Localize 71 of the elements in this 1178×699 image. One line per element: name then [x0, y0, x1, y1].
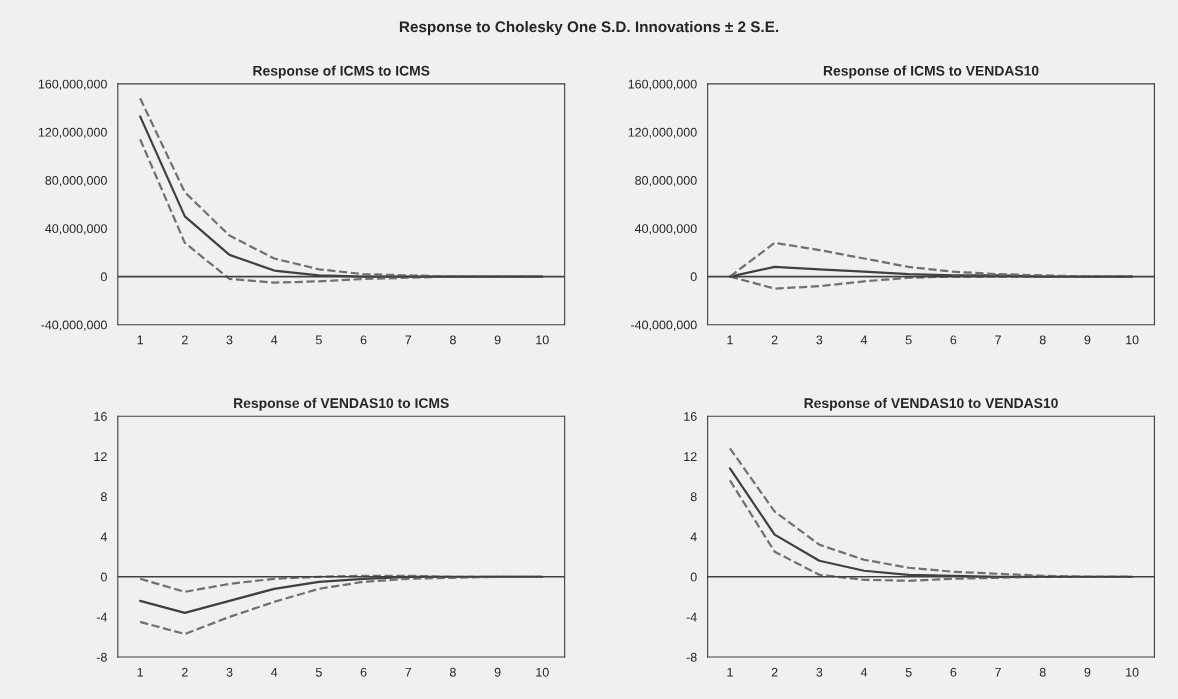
chart-title: Response of ICMS to ICMS	[253, 65, 430, 79]
x-tick-label: 2	[181, 667, 188, 677]
chart-title: Response of VENDAS10 to VENDAS10	[804, 397, 1058, 411]
chart-title: Response of ICMS to VENDAS10	[823, 65, 1039, 79]
text: Response to Cholesky One S.D. Innovations ± 2 S.E.	[399, 20, 779, 36]
y-tick-label: 120,000,000	[38, 127, 107, 139]
x-tick-label: 5	[315, 335, 322, 345]
x-tick-label: 4	[860, 667, 868, 677]
x-tick-label: 5	[905, 335, 912, 345]
x-tick-label: 3	[226, 335, 233, 345]
x-tick-label: 9	[1084, 335, 1091, 345]
x-tick-label: 8	[449, 667, 456, 677]
x-tick-label: 9	[1084, 667, 1091, 677]
x-tick-label: 4	[271, 667, 278, 677]
x-tick-label: 4	[860, 335, 868, 345]
y-tick-label: -4	[686, 612, 697, 622]
x-tick-label: 7	[995, 667, 1001, 677]
x-tick-label: 2	[771, 335, 778, 345]
x-tick-label: 1	[137, 667, 144, 677]
y-tick-label: 8	[100, 492, 107, 502]
x-tick-label: 6	[950, 335, 957, 345]
y-tick-label: -8	[96, 652, 107, 662]
y-tick-label: 40,000,000	[634, 224, 697, 235]
y-tick-label: 4	[100, 532, 108, 542]
x-tick-label: 2	[771, 667, 778, 677]
y-tick-label: -8	[686, 652, 697, 662]
x-tick-label: 8	[449, 335, 456, 345]
x-tick-label: 10	[536, 335, 549, 345]
x-tick-label: 8	[1039, 667, 1046, 677]
y-tick-label: 16	[684, 412, 697, 421]
x-tick-label: 10	[1126, 335, 1139, 345]
y-tick-label: 0	[690, 272, 697, 282]
y-tick-label: -40,000,000	[41, 320, 107, 331]
y-tick-label: 8	[690, 492, 697, 502]
x-tick-label: 6	[360, 335, 367, 345]
chart-title: Response of VENDAS10 to ICMS	[234, 397, 449, 411]
x-tick-label: 5	[315, 667, 322, 677]
x-tick-label: 7	[405, 667, 412, 677]
y-tick-label: 120,000,000	[628, 127, 697, 139]
x-tick-label: 8	[1039, 335, 1046, 345]
x-tick-label: 9	[494, 335, 501, 345]
y-tick-label: 4	[690, 532, 697, 542]
y-tick-label: -4	[96, 612, 108, 622]
x-tick-label: 10	[536, 667, 549, 677]
x-tick-label: 6	[360, 667, 367, 677]
x-tick-label: 9	[494, 667, 501, 677]
x-tick-label: 10	[1126, 667, 1139, 677]
y-tick-label: 160,000,000	[628, 79, 697, 91]
y-tick-label: 12	[684, 452, 697, 461]
x-tick-label: 6	[950, 667, 957, 677]
y-tick-label: 0	[100, 272, 107, 282]
x-tick-label: 3	[816, 667, 823, 677]
x-tick-label: 7	[995, 335, 1001, 345]
y-tick-label: 80,000,000	[45, 176, 107, 187]
x-tick-label: 4	[271, 335, 278, 345]
y-tick-label: 0	[100, 572, 107, 582]
x-tick-label: 3	[816, 335, 823, 345]
x-tick-label: 5	[905, 667, 912, 677]
y-tick-label: -40,000,000	[631, 320, 697, 331]
y-tick-label: 80,000,000	[635, 176, 697, 187]
y-tick-label: 0	[690, 572, 697, 582]
y-tick-label: 16	[94, 412, 107, 421]
x-tick-label: 1	[137, 335, 144, 345]
y-tick-label: 40,000,000	[45, 224, 107, 235]
x-tick-label: 3	[226, 667, 233, 677]
x-tick-label: 2	[181, 335, 188, 345]
y-tick-label: 12	[94, 452, 107, 461]
x-tick-label: 1	[727, 667, 733, 677]
x-tick-label: 7	[405, 335, 412, 345]
x-tick-label: 1	[727, 335, 733, 345]
y-tick-label: 160,000,000	[38, 79, 107, 91]
